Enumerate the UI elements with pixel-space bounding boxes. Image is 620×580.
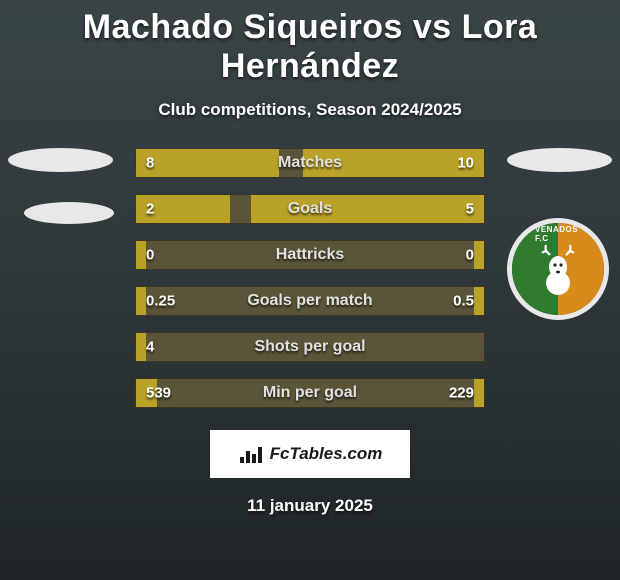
stat-label: Goals per match bbox=[247, 292, 372, 310]
stat-value-left: 2 bbox=[146, 201, 154, 218]
stat-row: 4 Shots per goal bbox=[135, 332, 485, 362]
club-right-ellipse bbox=[507, 148, 612, 172]
stat-bar-left bbox=[136, 333, 146, 361]
stat-bar-left bbox=[136, 241, 146, 269]
club-left-ellipse-2 bbox=[24, 202, 114, 224]
stat-row: 8 10 Matches bbox=[135, 148, 485, 178]
stat-bar-right bbox=[474, 241, 484, 269]
stat-bar-left bbox=[136, 287, 146, 315]
stat-label: Hattricks bbox=[276, 246, 344, 264]
comparison-panel: VENADOS F.C 8 10 Matches 2 5 Goals 0 0 Hattricks… bbox=[0, 148, 620, 408]
fctables-logo-icon bbox=[238, 443, 264, 465]
stat-value-left: 0 bbox=[146, 247, 154, 264]
page-subtitle: Club competitions, Season 2024/2025 bbox=[0, 100, 620, 120]
stat-row: 539 229 Min per goal bbox=[135, 378, 485, 408]
stat-label: Shots per goal bbox=[254, 338, 365, 356]
footer-brand-box: FcTables.com bbox=[210, 430, 410, 478]
stat-bar-right bbox=[474, 379, 484, 407]
club-right-badge: VENADOS F.C bbox=[507, 218, 609, 320]
stat-value-right: 10 bbox=[457, 155, 474, 172]
stat-label: Goals bbox=[288, 200, 332, 218]
stat-value-left: 0.25 bbox=[146, 293, 175, 310]
footer-date: 11 january 2025 bbox=[0, 496, 620, 516]
stat-value-left: 539 bbox=[146, 385, 171, 402]
stat-value-right: 5 bbox=[466, 201, 474, 218]
stat-label: Matches bbox=[278, 154, 342, 172]
stat-bar-left bbox=[136, 149, 279, 177]
stat-value-left: 8 bbox=[146, 155, 154, 172]
stat-bar-right bbox=[251, 195, 484, 223]
club-left-ellipse-1 bbox=[8, 148, 113, 172]
stat-label: Min per goal bbox=[263, 384, 357, 402]
club-left-logo-area bbox=[8, 148, 114, 254]
stat-row: 0.25 0.5 Goals per match bbox=[135, 286, 485, 316]
stat-bars: 8 10 Matches 2 5 Goals 0 0 Hattricks 0.25 0.5 Goals… bbox=[135, 148, 485, 408]
deer-icon bbox=[536, 241, 580, 297]
stat-bar-right bbox=[474, 287, 484, 315]
stat-value-right: 0.5 bbox=[453, 293, 474, 310]
page-title: Machado Siqueiros vs Lora Hernández bbox=[0, 0, 620, 86]
stat-row: 0 0 Hattricks bbox=[135, 240, 485, 270]
stat-value-right: 0 bbox=[466, 247, 474, 264]
stat-value-right: 229 bbox=[449, 385, 474, 402]
club-right-logo-area: VENADOS F.C bbox=[507, 148, 612, 320]
footer-brand-text: FcTables.com bbox=[270, 444, 383, 464]
stat-row: 2 5 Goals bbox=[135, 194, 485, 224]
stat-value-left: 4 bbox=[146, 339, 154, 356]
